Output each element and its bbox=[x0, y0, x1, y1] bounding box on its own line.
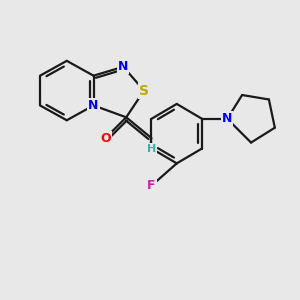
Text: F: F bbox=[147, 179, 156, 192]
Text: H: H bbox=[147, 143, 156, 154]
Text: N: N bbox=[118, 60, 128, 73]
Text: N: N bbox=[88, 99, 99, 112]
Text: O: O bbox=[100, 132, 111, 145]
Text: N: N bbox=[222, 112, 232, 125]
Text: S: S bbox=[139, 84, 149, 98]
